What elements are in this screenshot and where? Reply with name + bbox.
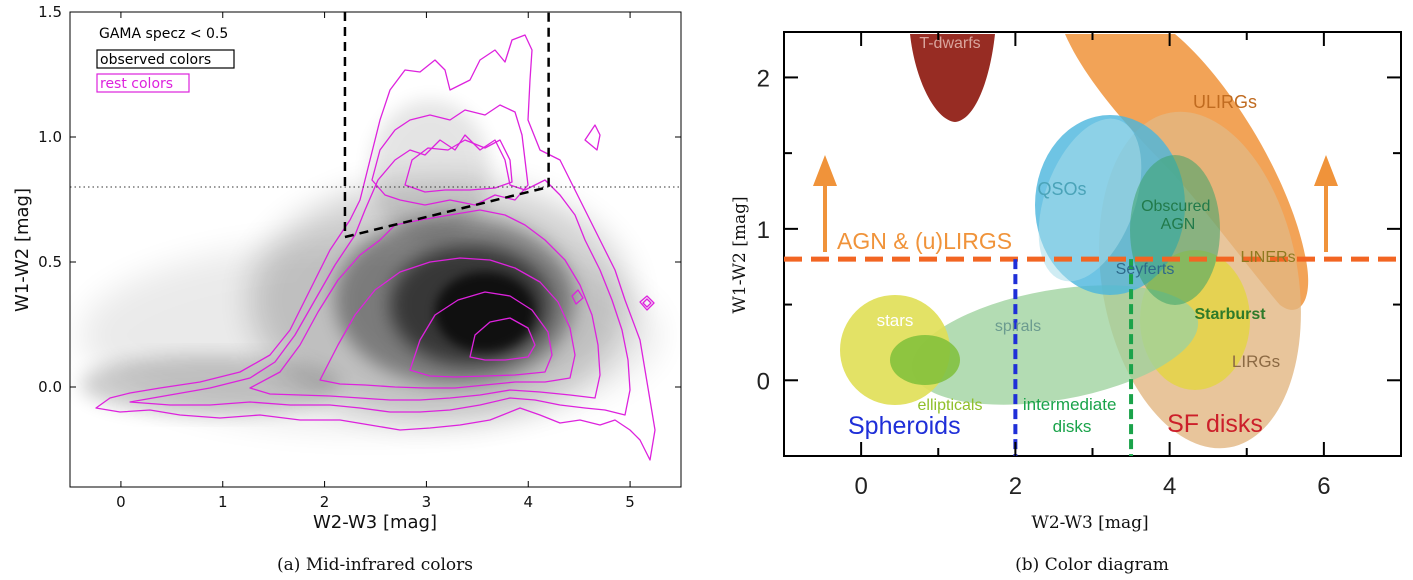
legend-box-rest [96, 73, 190, 93]
region-spirals [911, 285, 1199, 405]
contour-island [584, 124, 601, 151]
x-tick-label: 4 [1163, 473, 1176, 500]
x-axis-label-a: W2-W3 [mag] [313, 512, 437, 533]
label-intermediate-disks-line-2: disks [1053, 417, 1092, 436]
label-agn-ulirgs: AGN & (u)LIRGS [837, 228, 1012, 254]
density-map [80, 100, 660, 430]
x-tick-label: 4 [523, 493, 533, 511]
y-tick-label: 0.5 [38, 253, 62, 271]
y-ticks-a: 0.0 0.5 1.0 1.5 [38, 3, 681, 396]
y-tick-label: 0.0 [38, 378, 62, 396]
region-qsos-highlight [1038, 118, 1142, 282]
x-tick-label: 0 [116, 493, 126, 511]
label-spirals: spirals [995, 318, 1041, 335]
contour-upper [371, 104, 529, 206]
rest-color-contours [95, 34, 656, 461]
y-tick-label: 1.0 [38, 128, 62, 146]
label-liners: LINERs [1240, 249, 1295, 266]
label-intermediate-disks-line-1: intermediate [1023, 395, 1117, 414]
density-layer [80, 355, 340, 415]
region-blobs [840, 34, 1309, 449]
y-tick-label: 0 [757, 368, 770, 395]
x-tick-label: 2 [320, 493, 330, 511]
y-tick-label: 2 [757, 65, 770, 92]
x-tick-label: 1 [218, 493, 228, 511]
cut-lines [784, 256, 1401, 456]
legend-box-observed [96, 49, 235, 69]
panel-b: T-dwarfs ULIRGs QSOs Obscured AGN LINERs… [730, 31, 1402, 575]
x-tick-label: 0 [854, 473, 867, 500]
contour-upper [404, 139, 513, 193]
region-t-dwarfs [910, 34, 995, 122]
panel-a: 0 1 2 3 4 5 0.0 0.5 1.0 1.5 W2-W3 [mag] W1-W2 [m… [12, 3, 682, 575]
x-tick-label: 3 [422, 493, 432, 511]
label-obscured-agn: Obscured AGN [1141, 198, 1215, 233]
region-labels: T-dwarfs ULIRGs QSOs Obscured AGN LINERs… [837, 35, 1296, 440]
label-spheroids: Spheroids [848, 412, 961, 440]
y-tick-label: 1 [757, 217, 770, 244]
contour [319, 257, 576, 389]
density-layer [370, 100, 490, 240]
label-qsos: QSOs [1037, 179, 1086, 199]
x-tick-label: 2 [1009, 473, 1022, 500]
contour-island [571, 289, 584, 305]
plot-frame-a [69, 11, 682, 488]
contour [409, 291, 553, 378]
caption-a: (a) Mid-infrared colors [277, 555, 473, 575]
selection-wedge [343, 12, 550, 239]
y-axis-label-a: W1-W2 [mag] [12, 188, 33, 312]
legend-entry-rest: rest colors [100, 76, 173, 92]
arrow-left-head [813, 155, 837, 186]
arrows [813, 155, 1338, 252]
label-t-dwarfs: T-dwarfs [919, 35, 980, 52]
legend-a: GAMA specz < 0.5 observed colors rest co… [96, 26, 235, 93]
contour-outer [95, 34, 656, 461]
density-layer [435, 272, 535, 352]
legend-title: GAMA specz < 0.5 [99, 26, 228, 42]
contour [129, 134, 631, 416]
contour [249, 209, 601, 401]
label-ellipticals: ellipticals [918, 397, 983, 414]
y-axis-label-b: W1-W2 [mag] [730, 196, 750, 313]
x-tick-label: 5 [625, 493, 635, 511]
x-axis-label-b: W2-W3 [mag] [1031, 513, 1148, 533]
label-ulirgs: ULIRGs [1193, 92, 1257, 112]
y-tick-label: 1.5 [38, 3, 62, 21]
label-sf-disks: SF disks [1167, 410, 1263, 438]
region-obscured-agn [1130, 155, 1220, 305]
x-tick-label: 6 [1317, 473, 1330, 500]
arrow-right-head [1314, 155, 1338, 186]
contour-island [639, 295, 655, 311]
label-stars: stars [877, 311, 914, 330]
x-ticks-b: 0 2 4 6 [783, 32, 1402, 500]
label-lirgs: LIRGs [1232, 352, 1280, 371]
label-seyferts: Seyferts [1116, 261, 1175, 278]
y-ticks-b: 0 1 2 [757, 65, 1401, 395]
contour-island [642, 298, 652, 308]
label-obscured-agn-line-2: AGN [1161, 216, 1196, 233]
label-intermediate-disks: intermediate disks [1023, 395, 1121, 436]
caption-b: (b) Color diagram [1015, 555, 1169, 575]
label-starburst: Starburst [1194, 306, 1266, 323]
x-ticks-a: 0 1 2 3 4 5 [116, 12, 635, 511]
contour-inner [469, 317, 536, 361]
label-obscured-agn-line-1: Obscured [1141, 198, 1210, 215]
region-ellipticals [890, 335, 960, 385]
legend-entry-observed: observed colors [100, 52, 211, 68]
